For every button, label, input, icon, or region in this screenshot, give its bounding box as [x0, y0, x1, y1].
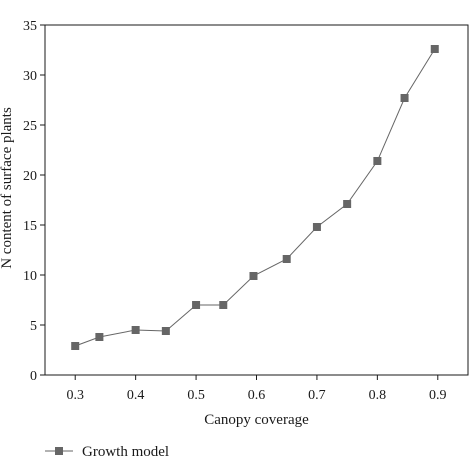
- y-tick-label: 10: [23, 269, 37, 284]
- data-point: [192, 301, 201, 309]
- data-point: [430, 45, 439, 53]
- data-point: [282, 255, 291, 263]
- x-axis-ticks: 0.3 0.4 0.5 0.6 0.7 0.8 0.9: [66, 375, 447, 403]
- series-layer: [71, 45, 439, 350]
- y-tick-label: 35: [23, 19, 37, 34]
- x-tick-label: 0.3: [66, 388, 84, 403]
- series-line: [75, 48, 436, 347]
- data-point: [95, 333, 104, 341]
- y-tick-label: 5: [30, 319, 37, 334]
- y-tick-label: 25: [23, 119, 37, 134]
- x-tick-label: 0.6: [248, 388, 266, 403]
- data-point: [312, 223, 321, 231]
- data-point: [219, 301, 228, 309]
- data-point: [131, 326, 140, 334]
- data-point: [71, 342, 80, 350]
- data-point: [343, 200, 352, 208]
- x-tick-label: 0.4: [127, 388, 145, 403]
- data-point: [249, 272, 258, 280]
- x-axis-label: Canopy coverage: [204, 412, 309, 428]
- x-tick-label: 0.8: [369, 388, 387, 403]
- x-tick-label: 0.9: [429, 388, 447, 403]
- legend-label: Growth model: [82, 444, 169, 460]
- data-point: [161, 327, 170, 335]
- y-tick-label: 20: [23, 169, 37, 184]
- data-point: [400, 94, 409, 102]
- x-tick-label: 0.5: [187, 388, 205, 403]
- data-point: [373, 157, 382, 165]
- y-axis-label: N content of surface plants: [0, 107, 15, 269]
- plot-frame: [44, 24, 469, 376]
- x-tick-label: 0.7: [308, 388, 326, 403]
- legend-marker-swatch: [55, 447, 63, 455]
- y-tick-label: 0: [30, 369, 37, 384]
- y-axis-ticks: 0 5 10 15 20 25 30 35: [23, 19, 45, 384]
- y-tick-label: 30: [23, 69, 37, 84]
- legend: Growth model: [45, 444, 169, 460]
- y-tick-label: 15: [23, 219, 37, 234]
